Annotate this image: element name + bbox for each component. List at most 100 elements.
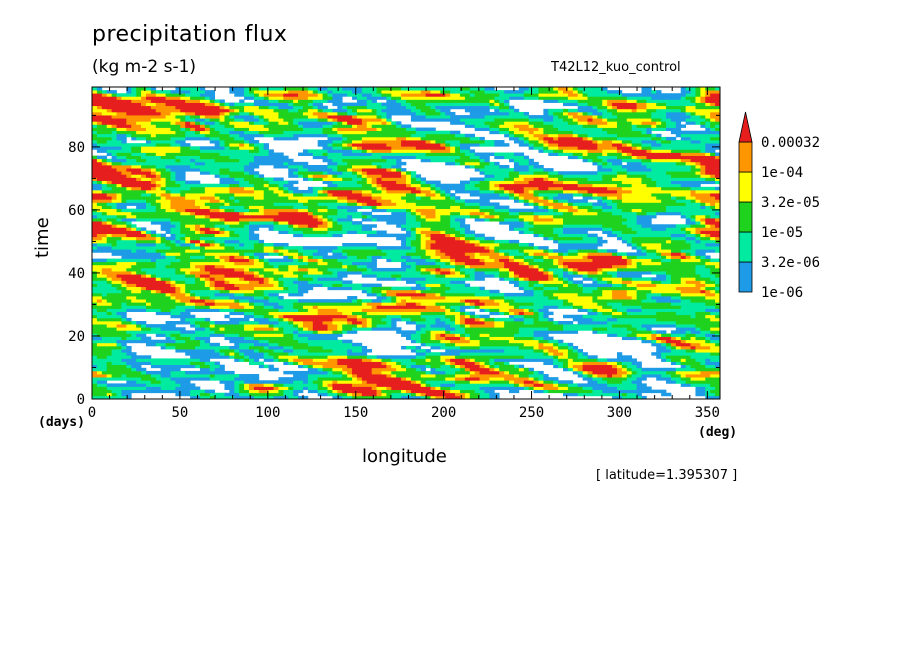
field-cell	[533, 349, 539, 353]
field-cell	[371, 367, 377, 372]
field-cell	[337, 283, 343, 288]
field-cell	[136, 286, 142, 291]
field-cell	[234, 386, 240, 390]
field-cell	[445, 271, 451, 275]
field-cell	[96, 374, 103, 378]
field-cell	[474, 289, 480, 294]
field-cell	[656, 308, 662, 312]
field-cell	[199, 333, 206, 337]
field-cell	[666, 280, 672, 284]
field-cell	[283, 339, 289, 344]
field-cell	[474, 271, 480, 275]
field-cell	[111, 286, 117, 291]
field-cell	[563, 302, 569, 306]
field-cell	[401, 286, 407, 291]
field-cell	[396, 302, 402, 306]
field-cell	[406, 361, 412, 366]
field-cell	[317, 392, 323, 397]
field-cell	[548, 274, 554, 278]
field-cell	[528, 321, 534, 325]
field-cell	[666, 367, 672, 372]
field-cell	[646, 308, 652, 312]
field-cell	[666, 271, 672, 275]
field-cell	[710, 349, 716, 353]
field-cell	[175, 321, 181, 325]
field-cell	[366, 327, 373, 331]
field-cell	[288, 264, 294, 269]
field-cell	[263, 280, 269, 284]
field-cell	[327, 283, 333, 288]
field-cell	[141, 308, 147, 312]
field-cell	[239, 374, 245, 378]
field-cell	[352, 261, 358, 266]
field-cell	[101, 386, 108, 390]
field-cell	[244, 271, 250, 275]
field-cell	[705, 289, 711, 294]
field-cell	[165, 292, 171, 297]
field-cell	[670, 258, 677, 263]
field-cell	[111, 311, 117, 316]
field-cell	[327, 389, 333, 394]
precipitation-field	[92, 87, 721, 400]
field-cell	[621, 374, 628, 378]
field-cell	[450, 311, 456, 316]
field-cell	[523, 330, 530, 334]
field-cell	[494, 367, 500, 372]
field-cell	[224, 349, 230, 353]
field-cell	[479, 305, 485, 309]
field-cell	[455, 349, 461, 353]
field-cell	[406, 258, 412, 263]
field-cell	[616, 292, 623, 297]
field-cell	[690, 258, 696, 263]
field-cell	[165, 286, 171, 291]
field-cell	[106, 383, 112, 387]
field-cell	[641, 296, 647, 300]
field-cell	[430, 258, 436, 263]
field-cell	[111, 267, 117, 272]
field-cell	[626, 330, 633, 334]
field-cell	[302, 261, 309, 266]
field-cell	[195, 280, 201, 284]
field-cell	[253, 392, 260, 397]
field-cell	[283, 264, 289, 269]
field-cell	[406, 380, 412, 384]
field-cell	[312, 361, 319, 366]
field-cell	[670, 302, 677, 306]
field-cell	[160, 389, 166, 394]
field-cell	[592, 264, 598, 269]
field-cell	[406, 280, 412, 284]
field-cell	[450, 358, 456, 362]
field-cell	[616, 296, 623, 300]
field-cell	[528, 305, 534, 309]
field-cell	[543, 264, 549, 269]
field-cell	[705, 392, 711, 397]
field-cell	[464, 364, 471, 369]
field-cell	[700, 274, 706, 278]
field-cell	[513, 377, 520, 381]
field-cell	[386, 327, 392, 331]
field-cell	[602, 392, 608, 397]
field-cell	[489, 333, 495, 337]
field-cell	[656, 299, 662, 303]
field-cell	[695, 342, 701, 347]
field-cell	[489, 380, 495, 384]
field-cell	[582, 374, 588, 378]
field-cell	[366, 302, 373, 306]
field-cell	[700, 392, 706, 397]
field-cell	[229, 277, 235, 281]
field-cell	[621, 267, 628, 272]
field-cell	[504, 299, 510, 303]
field-cell	[430, 299, 436, 303]
field-cell	[366, 355, 373, 359]
field-cell	[670, 370, 677, 375]
field-cell	[386, 296, 392, 300]
field-cell	[646, 333, 652, 337]
field-cell	[680, 274, 687, 278]
field-cell	[440, 352, 446, 356]
field-cell	[190, 345, 196, 350]
field-cell	[558, 280, 564, 284]
field-cell	[381, 311, 387, 316]
field-cell	[553, 364, 559, 369]
field-cell	[352, 267, 358, 272]
field-cell	[435, 336, 441, 341]
